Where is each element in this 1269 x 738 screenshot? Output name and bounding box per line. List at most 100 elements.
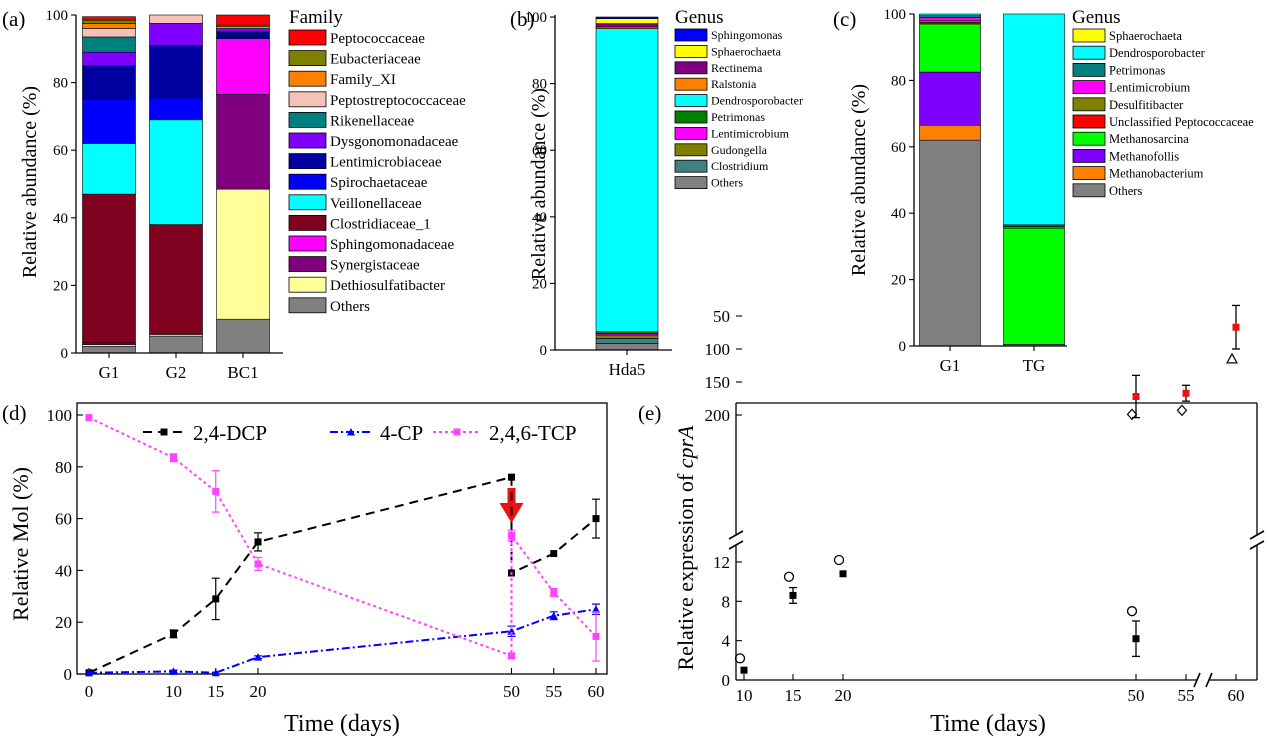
panel-a-legend-swatch bbox=[288, 214, 327, 231]
panel-b: (b) Relative abundance (%) 020406080100 … bbox=[510, 7, 803, 379]
panel-d-ylabel: Relative Mol (%) bbox=[8, 467, 33, 621]
panel-b-legend-swatch bbox=[674, 110, 708, 124]
panel-d-xlabel: Time (days) bbox=[284, 711, 400, 737]
panel-a-bar-segment bbox=[82, 36, 136, 53]
panel-e-ytick-label: 200 bbox=[705, 406, 731, 425]
panel-d-legend-label: 2,4-DCP bbox=[193, 421, 267, 445]
panel-e-xtick-label: 60 bbox=[1228, 686, 1245, 705]
panel-b-bar-segment bbox=[595, 334, 659, 339]
panel-a-legend-swatch bbox=[288, 132, 327, 149]
panel-a-bar-segment bbox=[149, 335, 203, 354]
panel-c-legend-label: Methanobacterium bbox=[1109, 167, 1204, 181]
panel-b-legend-label: Ralstonia bbox=[711, 77, 757, 91]
panel-a-bar-segment bbox=[82, 345, 136, 354]
panel-c-legend-label: Methanofollis bbox=[1109, 149, 1179, 163]
panel-e-marker-circle bbox=[1126, 606, 1138, 617]
panel-c-legend-label: Unclassified Peptococcaceae bbox=[1109, 115, 1254, 129]
panel-b-legend-swatch bbox=[674, 77, 708, 91]
panel-d-xtick-label: 10 bbox=[165, 682, 182, 701]
panel-c-legend-swatch bbox=[1072, 80, 1106, 94]
panel-b-legend-title: Genus bbox=[675, 7, 724, 28]
panel-e: (e) Relative expression of cprA Time (da… bbox=[638, 304, 1265, 737]
panel-d-xtick-label: 50 bbox=[503, 682, 520, 701]
panel-a-legend-swatch bbox=[288, 276, 327, 293]
panel-b-legend-label: Petrimonas bbox=[711, 110, 765, 124]
panel-b-legend-swatch bbox=[674, 28, 708, 42]
panel-d-xtick-label: 60 bbox=[588, 682, 605, 701]
panel-a-bar-segment bbox=[149, 45, 203, 99]
panel-c-ytick-label: 40 bbox=[891, 206, 906, 222]
panel-d-legend: 2,4-DCP 4-CP 2,4,6-TCP bbox=[143, 421, 577, 445]
panel-a-legend-label: Dethiosulfatibacter bbox=[330, 278, 445, 294]
panel-e-ylabel: Relative expression of cprA bbox=[673, 425, 698, 671]
panel-e-xtick-label: 15 bbox=[785, 686, 802, 705]
panel-a-bar-segment bbox=[216, 94, 270, 190]
panel-d-point bbox=[550, 588, 558, 596]
panel-d: (d) Relative Mol (%) Time (days) 0 20 40 60… bbox=[2, 401, 608, 737]
panel-c-legend-label: Sphaerochaeta bbox=[1109, 29, 1182, 43]
panel-d-point bbox=[592, 515, 600, 523]
panel-e-axes bbox=[728, 402, 1265, 688]
panel-a-legend-swatch bbox=[288, 29, 327, 46]
panel-a-bar-segment bbox=[149, 97, 203, 121]
panel-a-legend-swatch bbox=[288, 256, 327, 273]
panel-d-xtick-label: 20 bbox=[250, 682, 267, 701]
panel-a-ytick-label: 100 bbox=[46, 8, 69, 24]
panel-c-bar-segment bbox=[919, 17, 981, 21]
panel-a-legend-swatch bbox=[288, 194, 327, 211]
panel-d-series-line bbox=[88, 608, 597, 674]
panel-b-xticks: Hda5 bbox=[609, 350, 646, 379]
panel-c-legend-swatch bbox=[1072, 63, 1106, 77]
panel-a-bar-segment bbox=[216, 318, 270, 354]
panel-a-bar-segment bbox=[82, 143, 136, 195]
panel-d-ytick-label: 80 bbox=[55, 458, 72, 477]
panel-b-legend: Sphingomonas Sphaerochaeta Rectinema Ralsto… bbox=[674, 28, 803, 190]
panel-a-bar-segment bbox=[216, 38, 270, 95]
panel-b-ytick-label: 60 bbox=[532, 143, 547, 159]
panel-d-ytick-label: 40 bbox=[55, 561, 72, 580]
panel-c-legend-swatch bbox=[1072, 131, 1106, 146]
panel-b-bar-segment bbox=[595, 23, 659, 28]
panel-b-legend-label: Sphingomonas bbox=[711, 28, 783, 42]
panel-c-ytick-label: 80 bbox=[891, 73, 906, 89]
panel-e-ytick-label: 8 bbox=[722, 592, 731, 611]
panel-b-legend-swatch bbox=[674, 143, 708, 157]
panel-b-legend-swatch bbox=[674, 61, 708, 75]
panel-e-xtick-label: 55 bbox=[1178, 686, 1195, 705]
panel-c-bar-segment bbox=[919, 23, 981, 73]
panel-b-ytick-label: 20 bbox=[532, 276, 547, 292]
panel-a-bar-segment bbox=[216, 28, 270, 33]
panel-c-bar-segment bbox=[919, 13, 981, 16]
panel-d-point bbox=[212, 595, 220, 603]
panel-d-xtick-label: 0 bbox=[85, 682, 94, 701]
panel-d-yticks: 0 20 40 60 80 100 bbox=[47, 406, 83, 684]
panel-c-legend-title: Genus bbox=[1072, 7, 1121, 28]
panel-a-legend-label: Peptostreptococcaceae bbox=[330, 93, 466, 109]
panel-e-yticks: 0 4 8 12 50 100 150 200 bbox=[705, 307, 742, 690]
panel-c-legend-label: Dendrosporobacter bbox=[1109, 46, 1206, 60]
panel-d-point bbox=[254, 653, 262, 661]
panel-c-legend-swatch bbox=[1072, 166, 1106, 181]
panel-b-legend-label: Clostridium bbox=[711, 159, 769, 173]
panel-c-ylabel: Relative abundance (%) bbox=[848, 84, 870, 276]
panel-b-bar-segment bbox=[595, 16, 659, 19]
panel-b-xtick-label: Hda5 bbox=[609, 360, 646, 379]
panel-b-legend-swatch bbox=[674, 176, 708, 190]
panel-d-xtick-label: 15 bbox=[207, 682, 224, 701]
panel-e-point bbox=[789, 591, 797, 599]
panel-d-legend-marker bbox=[160, 428, 168, 436]
panel-b-yticks: 0 20 40 60 80 100 bbox=[525, 10, 555, 359]
panel-b-legend-swatch bbox=[674, 127, 708, 140]
panel-e-ytick-label: 0 bbox=[722, 671, 731, 690]
panel-e-break-mark bbox=[1193, 672, 1201, 688]
panel-d-ytick-label: 20 bbox=[55, 613, 72, 632]
panel-c-ytick-label: 60 bbox=[891, 140, 906, 156]
panel-a-bar-segment bbox=[82, 19, 136, 24]
panel-c-bars bbox=[919, 13, 1065, 347]
panel-a-bars bbox=[82, 14, 270, 354]
panel-a-label: (a) bbox=[2, 7, 25, 31]
panel-d-point bbox=[170, 630, 177, 638]
panel-e-marker-triangle bbox=[1225, 352, 1239, 364]
panel-e-point bbox=[839, 570, 847, 578]
